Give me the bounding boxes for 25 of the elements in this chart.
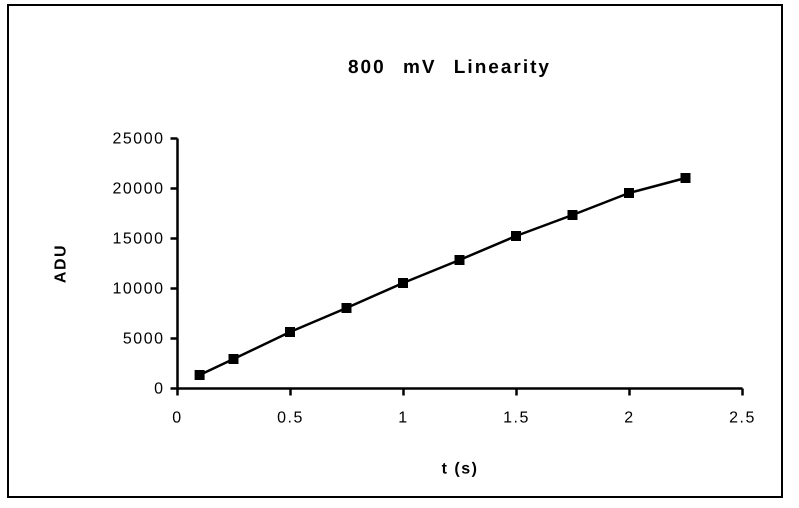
x-tick-label: 1 bbox=[398, 410, 409, 426]
point bbox=[568, 210, 578, 220]
point bbox=[285, 327, 295, 337]
x-tick-label: 2.5 bbox=[729, 410, 756, 426]
point bbox=[680, 173, 690, 183]
x-tick-label: 0.5 bbox=[277, 410, 304, 426]
x-axis-title: t (s) bbox=[442, 460, 478, 478]
y-tick-label: 10000 bbox=[112, 280, 164, 298]
y-tick-label: 15000 bbox=[112, 230, 164, 248]
point bbox=[511, 231, 521, 241]
point bbox=[398, 278, 408, 288]
point bbox=[228, 354, 238, 364]
point bbox=[194, 370, 205, 380]
y-tick-label: 25000 bbox=[112, 130, 164, 148]
point bbox=[624, 188, 634, 198]
x-tick-label: 2 bbox=[624, 410, 635, 426]
point bbox=[342, 303, 352, 313]
y-tick-label: 5000 bbox=[122, 330, 164, 348]
y-tick-label: 0 bbox=[154, 380, 164, 398]
point bbox=[454, 255, 464, 265]
y-axis-title: ADU bbox=[52, 244, 70, 284]
chart-title: 800 mV Linearity bbox=[348, 57, 552, 78]
x-tick-label: 0 bbox=[172, 410, 183, 426]
y-tick-label: 20000 bbox=[112, 180, 164, 198]
x-tick-label: 1.5 bbox=[503, 410, 530, 426]
